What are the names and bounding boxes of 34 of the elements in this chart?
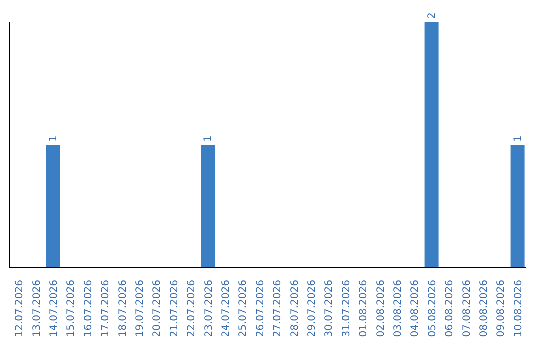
x-tick-label: 03.08.2026 [393,280,404,338]
x-tick-label: 12.07.2026 [14,280,26,338]
x-tick-label: 18.07.2026 [118,280,129,338]
x-tick-label: 19.07.2026 [135,280,146,338]
data-label: 2 [426,12,438,19]
x-tick-label: 26.07.2026 [255,280,266,338]
x-tick-label: 22.07.2026 [186,280,198,338]
x-tick-label: 29.07.2026 [307,280,318,338]
x-tick-label: 10.08.2026 [513,280,524,338]
x-tick-label: 23.07.2026 [204,280,215,338]
x-tick-label: 05.08.2026 [427,280,438,338]
x-tick-label: 24.07.2026 [221,280,232,338]
x-tick-label: 17.07.2026 [100,280,112,338]
data-label: 1 [512,136,524,142]
x-tick-label: 20.07.2026 [152,280,164,338]
x-tick-label: 13.07.2026 [32,280,43,338]
x-tick-label: 02.08.2026 [376,280,387,338]
data-label: 1 [48,136,60,142]
x-tick-label: 07.08.2026 [462,280,473,338]
x-tick-label: 31.07.2026 [341,280,352,338]
x-tick-label: 09.08.2026 [496,280,508,338]
x-tick-label: 30.07.2026 [324,280,336,338]
x-tick-label: 21.07.2026 [169,280,180,338]
x-tick-label: 01.08.2026 [358,280,370,338]
x-tick-label: 06.08.2026 [444,280,456,338]
x-tick-label: 08.08.2026 [479,280,490,338]
x-tick-label: 16.07.2026 [83,280,94,338]
x-tick-label: 27.07.2026 [272,280,284,338]
x-tick-label: 04.08.2026 [410,280,422,338]
x-tick-label: 15.07.2026 [66,280,78,338]
x-tick-label: 28.07.2026 [290,280,301,338]
x-tick-label: 25.07.2026 [238,280,250,338]
data-label: 1 [203,136,214,142]
x-tick-label: 14.07.2026 [49,280,60,338]
